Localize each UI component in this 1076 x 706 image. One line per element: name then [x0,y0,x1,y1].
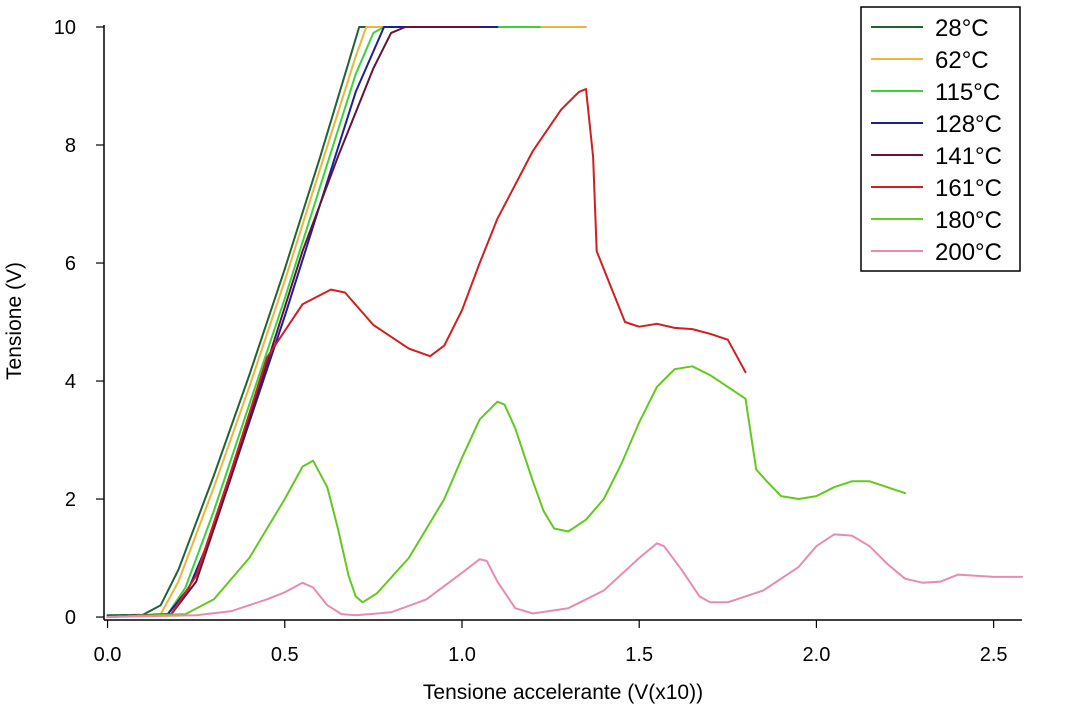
x-axis-label: Tensione accelerante (V(x10)) [423,681,703,704]
series-line-1 [106,26,587,618]
series-line-5 [106,88,747,618]
plot-lines [106,26,1023,618]
series-line-7 [106,533,1023,618]
series-line-2 [106,26,541,618]
x-tick-label: 0.0 [94,644,122,666]
x-tick-label: 2.5 [980,644,1008,666]
legend-label-0: 28°C [935,15,989,42]
x-tick-label: 1.0 [448,644,476,666]
series-line-6 [106,365,906,618]
x-tick-label: 2.0 [803,644,831,666]
y-tick-label: 2 [65,489,76,511]
x-tick-label: 0.5 [271,644,299,666]
series-line-3 [106,26,499,618]
legend: 28°C 62°C 115°C 128°C 141°C 161°C 180°C 200°C [860,6,1021,272]
legend-label-5: 161°C [935,175,1002,202]
legend-label-7: 200°C [935,239,1002,266]
legend-label-4: 141°C [935,143,1002,170]
series-line-0 [106,26,393,617]
legend-label-1: 62°C [935,47,989,74]
x-tick-label: 1.5 [625,644,653,666]
legend-box [860,6,1021,272]
y-tick-label: 0 [65,607,76,629]
y-tick-label: 10 [54,17,76,39]
y-axis-label: Tensione (V) [3,262,26,380]
series-line-4 [106,26,481,618]
legend-label-2: 115°C [935,79,1000,106]
legend-label-6: 180°C [935,207,1002,234]
axes: 0.0 0.5 1.0 1.5 2.0 2.5 0 2 4 6 8 10 [54,17,1022,666]
y-tick-label: 8 [65,135,76,157]
y-tick-label: 4 [65,371,76,393]
y-tick-label: 6 [65,253,76,275]
legend-label-3: 128°C [935,111,1002,138]
